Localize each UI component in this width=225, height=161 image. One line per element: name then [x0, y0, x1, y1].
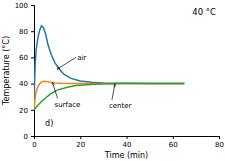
annotation: air: [77, 54, 86, 62]
x-tick-label: 20: [76, 141, 85, 149]
lines: [34, 26, 184, 110]
annotation: surface: [55, 101, 81, 109]
annotation: center: [109, 102, 132, 110]
y-tick-mark: [31, 84, 34, 85]
y-tick: 0: [24, 133, 34, 141]
y-tick-mark: [31, 57, 34, 58]
x-tick-label: 0: [32, 141, 36, 149]
series-line: [34, 84, 184, 110]
x-tick-label: 80: [215, 141, 224, 149]
y-tick: 40: [19, 80, 34, 88]
y-tick-mark: [31, 136, 34, 137]
chart: 0 20 40 60 80 0 20 40 60 80 100 40 °C air surface cent…: [0, 0, 225, 161]
y-tick: 100: [15, 2, 34, 10]
y-tick-label: 20: [19, 107, 28, 115]
panel-label: d): [45, 119, 53, 128]
y-tick-mark: [31, 31, 34, 32]
annotation-arrow: [112, 84, 115, 100]
x-tick: 80: [215, 136, 224, 149]
y-tick-label: 80: [19, 28, 28, 36]
y-tick-mark: [31, 5, 34, 6]
x-tick: 0: [32, 136, 36, 149]
x-axis-title: Time (min): [104, 151, 148, 160]
y-tick-label: 100: [15, 2, 28, 10]
x-tick-mark: [173, 136, 174, 139]
y-tick-label: 0: [24, 133, 28, 141]
y-tick-mark: [31, 110, 34, 111]
y-axis: 0 20 40 60 80 100: [15, 2, 35, 141]
y-tick-label: 40: [19, 80, 28, 88]
y-tick: 20: [19, 107, 34, 115]
x-tick-mark: [219, 136, 220, 139]
x-axis: 0 20 40 60 80: [32, 136, 224, 149]
x-axis-line: [35, 137, 220, 140]
annotation-arrow: [53, 82, 58, 98]
y-tick-label: 60: [19, 54, 28, 62]
annotation-arrow: [57, 57, 76, 69]
y-tick: 60: [19, 54, 34, 62]
y-axis-line: [31, 6, 35, 137]
y-tick: 80: [19, 28, 34, 36]
x-tick: 60: [169, 136, 178, 149]
x-tick-mark: [80, 136, 81, 139]
x-tick-label: 40: [123, 141, 132, 149]
x-tick-mark: [127, 136, 128, 139]
y-axis-title: Temperature (°C): [2, 36, 11, 106]
series-line: [34, 81, 184, 110]
series-line: [34, 26, 184, 103]
x-tick-label: 60: [169, 141, 178, 149]
x-tick: 40: [123, 136, 132, 149]
title: 40 °C: [192, 7, 216, 17]
plot: 0 20 40 60 80 0 20 40 60 80 100 40 °C air surface cent…: [15, 2, 224, 149]
x-tick: 20: [76, 136, 85, 149]
